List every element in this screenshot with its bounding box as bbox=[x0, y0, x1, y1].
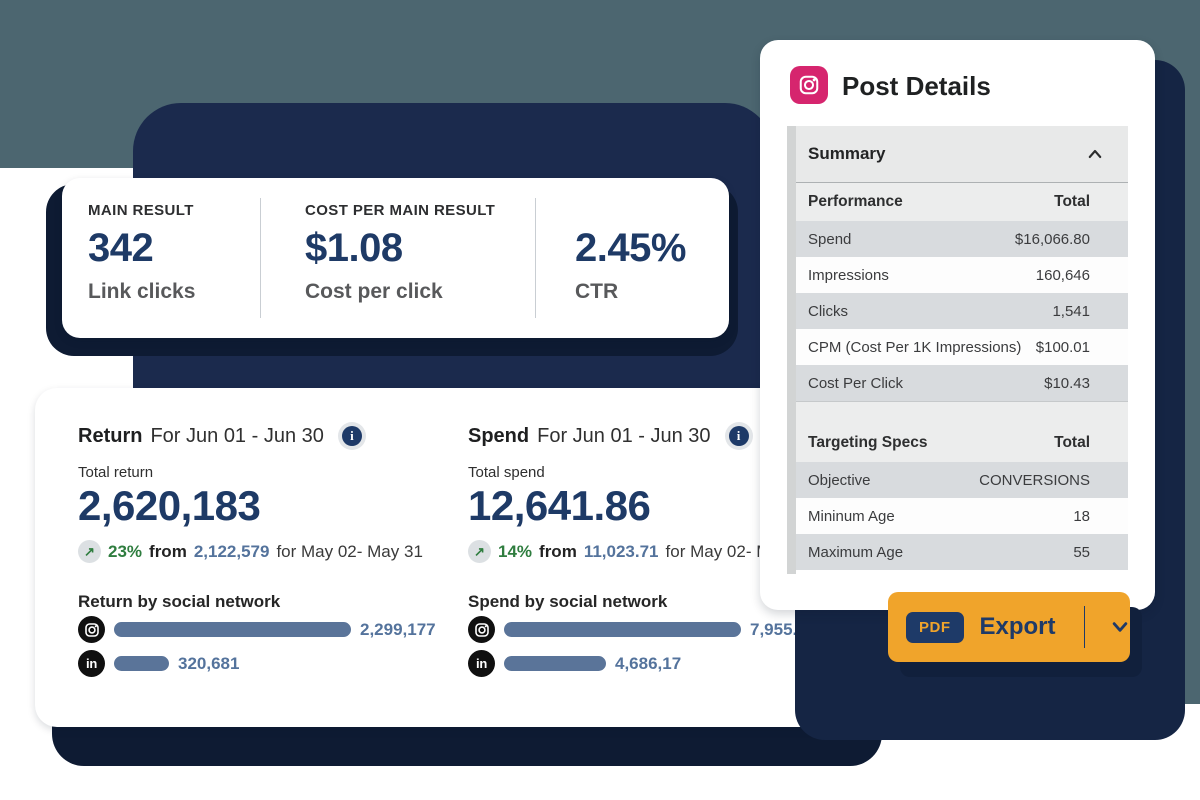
change-percent: 14% bbox=[498, 541, 533, 561]
divider bbox=[535, 198, 536, 318]
chevron-up-icon[interactable] bbox=[1086, 147, 1104, 161]
change-percent: 23% bbox=[108, 541, 143, 561]
bar-value: 320,681 bbox=[178, 653, 240, 673]
info-icon[interactable]: i bbox=[724, 422, 753, 450]
previous-period: for May 02- May 31 bbox=[276, 541, 423, 561]
kpi-summary-card: MAIN RESULT 342 Link clicks COST PER MAI… bbox=[62, 178, 729, 338]
total-value: 12,641.86 bbox=[468, 482, 651, 529]
post-details-card: Post Details Summary Performance Total S… bbox=[760, 40, 1155, 610]
return-spend-card: Return For Jun 01 - Jun 30 i Total retur… bbox=[35, 388, 865, 727]
previous-value: 11,023.71 bbox=[583, 541, 659, 561]
kpi-value: 2.45% bbox=[575, 226, 686, 270]
instagram-icon bbox=[78, 616, 105, 643]
linkedin-icon: in bbox=[78, 650, 105, 677]
kpi-value: $1.08 bbox=[305, 226, 403, 270]
total-label: Total return bbox=[78, 464, 154, 481]
chevron-down-icon[interactable] bbox=[1110, 619, 1130, 635]
table-row: Mininum Age 18 bbox=[787, 498, 1128, 534]
spend-section: Spend For Jun 01 - Jun 30 i Total spend … bbox=[468, 388, 868, 727]
section-period: For Jun 01 - Jun 30 bbox=[537, 424, 711, 447]
section-title-row: Spend For Jun 01 - Jun 30 i bbox=[468, 422, 753, 450]
breakdown-label: Return by social network bbox=[78, 592, 281, 611]
info-icon[interactable]: i bbox=[337, 422, 366, 450]
previous-value: 2,122,579 bbox=[193, 541, 270, 561]
trend-up-icon: ↗ bbox=[468, 540, 491, 563]
bar-linkedin bbox=[114, 656, 169, 671]
table-row: Impressions 160,646 bbox=[787, 257, 1128, 293]
table-left-gutter bbox=[787, 126, 796, 574]
card-title: Post Details bbox=[842, 71, 991, 101]
kpi-label: COST PER MAIN RESULT bbox=[305, 202, 496, 219]
social-bar-row: in 320,681 bbox=[78, 650, 239, 677]
section-title: Spend bbox=[468, 424, 530, 447]
bar-value: 2,299,177 bbox=[360, 619, 436, 639]
social-bar-row: in 4,686,17 bbox=[468, 650, 681, 677]
breakdown-label: Spend by social network bbox=[468, 592, 668, 611]
change-word: from bbox=[539, 541, 577, 561]
bar-value: 4,686,17 bbox=[615, 653, 682, 673]
bar-instagram bbox=[114, 622, 351, 637]
bar-linkedin bbox=[504, 656, 606, 671]
table-row: Spend $16,066.80 bbox=[787, 221, 1128, 257]
table-row: Maximum Age 55 bbox=[787, 534, 1128, 570]
social-bar-row: 7,955.69 bbox=[468, 616, 816, 643]
summary-label: Summary bbox=[808, 144, 886, 163]
export-button[interactable]: PDF Export bbox=[888, 592, 1130, 662]
instagram-icon bbox=[468, 616, 495, 643]
section-title: Return bbox=[78, 424, 143, 447]
export-label: Export bbox=[979, 613, 1056, 640]
summary-header[interactable]: Summary bbox=[787, 126, 1128, 183]
trend-up-icon: ↗ bbox=[78, 540, 101, 563]
total-value: 2,620,183 bbox=[78, 482, 261, 529]
social-bar-row: 2,299,177 bbox=[78, 616, 436, 643]
table-section-gap bbox=[787, 401, 1128, 424]
section-period: For Jun 01 - Jun 30 bbox=[150, 424, 324, 447]
kpi-sublabel: CTR bbox=[575, 280, 619, 303]
table-row: Clicks 1,541 bbox=[787, 293, 1128, 329]
divider bbox=[260, 198, 261, 318]
table-row: Objective CONVERSIONS bbox=[787, 462, 1128, 498]
bar-instagram bbox=[504, 622, 741, 637]
instagram-logo-icon bbox=[790, 66, 828, 104]
pdf-badge: PDF bbox=[906, 611, 964, 643]
kpi-sublabel: Cost per click bbox=[305, 280, 443, 303]
table-header-targeting: Targeting Specs Total bbox=[808, 434, 1090, 451]
kpi-label: MAIN RESULT bbox=[88, 202, 194, 219]
summary-panel: Summary Performance Total Spend $16,066.8… bbox=[787, 126, 1128, 570]
section-title-row: Return For Jun 01 - Jun 30 i bbox=[78, 422, 366, 450]
table-header-performance: Performance Total bbox=[808, 193, 1090, 210]
kpi-sublabel: Link clicks bbox=[88, 280, 196, 303]
return-section: Return For Jun 01 - Jun 30 i Total retur… bbox=[78, 388, 478, 727]
total-label: Total spend bbox=[468, 464, 545, 481]
linkedin-icon: in bbox=[468, 650, 495, 677]
change-word: from bbox=[149, 541, 187, 561]
table-row: Cost Per Click $10.43 bbox=[787, 365, 1128, 401]
change-row: ↗ 23% from 2,122,579 for May 02- May 31 bbox=[78, 540, 423, 563]
table-row: CPM (Cost Per 1K Impressions) $100.01 bbox=[787, 329, 1128, 365]
kpi-value: 342 bbox=[88, 226, 154, 270]
